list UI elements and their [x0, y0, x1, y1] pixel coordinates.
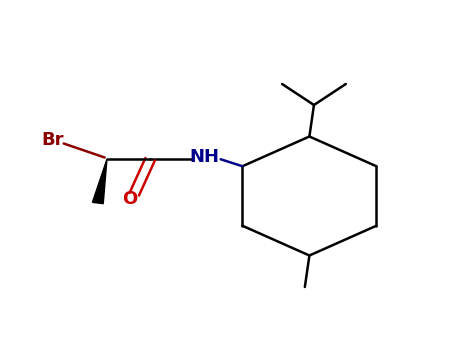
Text: O: O	[122, 190, 137, 209]
Text: NH: NH	[190, 148, 220, 167]
Text: Br: Br	[41, 131, 64, 149]
Polygon shape	[92, 159, 107, 204]
